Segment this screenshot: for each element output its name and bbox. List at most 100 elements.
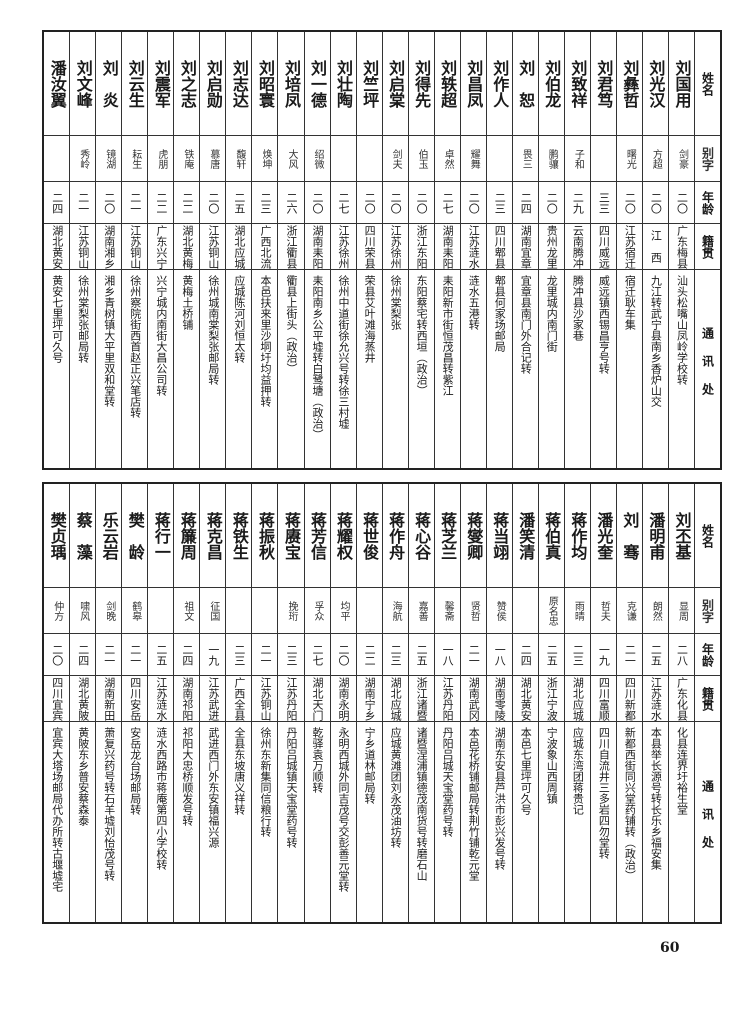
person-origin: 江苏徐州 bbox=[330, 224, 356, 270]
person-name: 刘启棠 bbox=[382, 32, 408, 136]
person-origin: 湖南祁阳 bbox=[174, 676, 200, 722]
person-origin: 四川新都 bbox=[616, 676, 642, 722]
person-record: 刘一德 绍微 二〇 湖南耒阳 耒阳南乡公平墟转白鹭塘（政治） bbox=[303, 32, 330, 468]
person-name: 刘昌凤 bbox=[460, 32, 486, 136]
person-age: 一八 bbox=[486, 634, 512, 676]
person-age: 二三 bbox=[382, 634, 408, 676]
person-address: 丹阳吕城镇天宝堂药号转 bbox=[284, 727, 298, 848]
person-address: 九江转武宁县南乡香炉山交 bbox=[649, 275, 663, 407]
person-alias bbox=[252, 588, 278, 634]
person-record: 刘壮陶 二七 江苏徐州 徐州中道街徐允兴号转徐三村墟 bbox=[329, 32, 356, 468]
person-record: 蒋行一 二五 江苏涟水 涟水西路市蒋庵第四小学校转 bbox=[147, 484, 174, 922]
person-record: 蔡 藻啸风 二四 湖北黄陂 黄陂东乡普安蔡森泰 bbox=[69, 484, 96, 922]
person-address: 本县举长源号转长乐乡福安集 bbox=[649, 727, 663, 870]
person-alias bbox=[356, 588, 382, 634]
person-record: 蒋心谷 嘉善 二五 浙江诸暨 诸暨涅浦镇德茂南货号转磨石山 bbox=[407, 484, 434, 922]
header-alias: 别字 bbox=[694, 136, 720, 182]
person-alias: 馨斋 bbox=[434, 588, 460, 634]
person-address: 耒阳新市街恒茂昌转紫江 bbox=[441, 275, 455, 396]
person-record: 刘国用 剑豪 二〇 广东梅县 汕头松嘴山凤岭学校转 bbox=[667, 32, 694, 468]
person-record: 潘明甫 朗然 二五 江苏涟水 本县举长源号转长乐乡福安集 bbox=[641, 484, 668, 922]
person-name: 蒋当翊 bbox=[486, 484, 512, 588]
person-origin: 湖南湘乡 bbox=[96, 224, 122, 270]
person-age: 二〇 bbox=[96, 182, 122, 224]
person-alias: 祖文 bbox=[174, 588, 200, 634]
person-age: 二一 bbox=[70, 182, 96, 224]
person-record: 蒋铁生 二三 广西全县 全县东坡唐义祥转 bbox=[225, 484, 252, 922]
person-alias: 镜湖 bbox=[96, 136, 122, 182]
person-record: 刘震军 虎朋 二二 广东兴宁 兴宁城内南街大昌公司转 bbox=[147, 32, 174, 468]
header-name: 姓名 bbox=[694, 32, 720, 136]
person-name: 刘志达 bbox=[226, 32, 252, 136]
person-age: 二一 bbox=[460, 634, 486, 676]
person-address: 安岳龙台场邮局转 bbox=[128, 727, 142, 815]
person-alias bbox=[148, 588, 174, 634]
person-age: 二五 bbox=[408, 634, 434, 676]
person-record: 刘之志 铁庵 二二 湖北黄梅 黄梅土桥铺 bbox=[173, 32, 200, 468]
person-age: 二四 bbox=[44, 182, 70, 224]
person-age: 二五 bbox=[148, 634, 174, 676]
person-name: 蒋燮卿 bbox=[460, 484, 486, 588]
person-name: 潘明甫 bbox=[642, 484, 668, 588]
person-name: 刘壮陶 bbox=[330, 32, 356, 136]
person-alias bbox=[330, 136, 356, 182]
person-alias: 虎朋 bbox=[148, 136, 174, 182]
person-age: 一九 bbox=[200, 634, 226, 676]
person-address: 荣县艾叶滩海蒸井 bbox=[363, 275, 377, 363]
person-alias: 原名忠 bbox=[538, 588, 564, 634]
person-record: 刘启勋 慕唐 二〇 江苏铜山 徐州城南棠梨张邮局转 bbox=[199, 32, 226, 468]
person-alias: 耘生 bbox=[122, 136, 148, 182]
person-alias: 海航 bbox=[382, 588, 408, 634]
person-origin: 湖南永明 bbox=[330, 676, 356, 722]
person-origin: 四川安岳 bbox=[122, 676, 148, 722]
person-age: 二七 bbox=[304, 634, 330, 676]
person-origin: 江苏铜山 bbox=[200, 224, 226, 270]
person-record: 蒋芳信 孚众 二七 湖北天门 乾驿袁万顺转 bbox=[303, 484, 330, 922]
person-age: 二四 bbox=[70, 634, 96, 676]
header-origin: 籍贯 bbox=[694, 676, 720, 722]
person-address: 应城东湾团蒋贵记 bbox=[571, 727, 585, 815]
person-alias: 剑夫 bbox=[382, 136, 408, 182]
person-address: 徐州棠梨张邮局转 bbox=[76, 275, 90, 363]
person-record: 刘文峰 秀岭 二一 江苏铜山 徐州棠梨张邮局转 bbox=[69, 32, 96, 468]
person-alias: 鹤皋 bbox=[122, 588, 148, 634]
person-age: 二〇 bbox=[460, 182, 486, 224]
person-age: 二四 bbox=[512, 634, 538, 676]
person-origin: 湖南武冈 bbox=[460, 676, 486, 722]
person-alias: 秀岭 bbox=[70, 136, 96, 182]
person-address: 宜宾大塔场邮局代办所转古堰墟宅 bbox=[50, 727, 64, 892]
person-name: 潘光奎 bbox=[590, 484, 616, 588]
person-age: 二一 bbox=[122, 634, 148, 676]
person-name: 刘文峰 bbox=[70, 32, 96, 136]
person-alias bbox=[590, 136, 616, 182]
person-age: 二〇 bbox=[642, 182, 668, 224]
person-address: 应城黄滩团刘永茂油坊转 bbox=[389, 727, 403, 848]
person-name: 蒋心谷 bbox=[408, 484, 434, 588]
person-address: 本邑花桥铺邮局转荆竹铺乾元堂 bbox=[467, 727, 481, 881]
person-name: 刘之志 bbox=[174, 32, 200, 136]
person-address: 丹阳吕城天宝堂药号转 bbox=[441, 727, 455, 837]
person-alias bbox=[486, 136, 512, 182]
person-origin: 广西全县 bbox=[226, 676, 252, 722]
person-address: 诸暨涅浦镇德茂南货号转磨石山 bbox=[415, 727, 429, 881]
person-alias: 方超 bbox=[642, 136, 668, 182]
person-name: 刘培凤 bbox=[278, 32, 304, 136]
person-alias: 铁庵 bbox=[174, 136, 200, 182]
person-origin: 湖北黄陂 bbox=[70, 676, 96, 722]
person-address: 郫县何家场邮局 bbox=[493, 275, 507, 352]
person-alias: 啸风 bbox=[70, 588, 96, 634]
person-name: 蒋行一 bbox=[148, 484, 174, 588]
person-name: 潘笑清 bbox=[512, 484, 538, 588]
person-record: 蒋振秋 二一 江苏铜山 徐州东新集同信粮行转 bbox=[251, 484, 278, 922]
person-age: 二〇 bbox=[200, 182, 226, 224]
person-record: 蒋燮卿 贤哲 二一 湖南武冈 本邑花桥铺邮局转荆竹铺乾元堂 bbox=[459, 484, 486, 922]
person-origin: 江苏涟水 bbox=[148, 676, 174, 722]
person-address: 徐州察院街西首赵正兴笔店转 bbox=[128, 275, 142, 418]
person-origin: 广东梅县 bbox=[668, 224, 694, 270]
person-alias: 剑豪 bbox=[668, 136, 694, 182]
person-record: 刘君笃 三三 四川威远 威远镇西锡昌亨号转 bbox=[589, 32, 616, 468]
person-age: 二二 bbox=[356, 634, 382, 676]
person-address: 应城陈河刘恒太转 bbox=[232, 275, 246, 363]
person-name: 蒋作均 bbox=[564, 484, 590, 588]
person-age: 二二 bbox=[148, 182, 174, 224]
